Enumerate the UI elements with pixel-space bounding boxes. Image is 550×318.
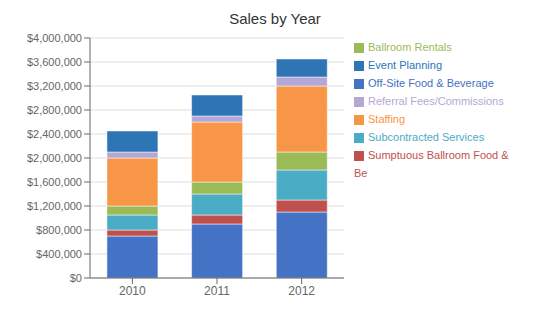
svg-text:2010: 2010 <box>119 284 146 298</box>
html-text:Ballroom Rentals: Ballroom Rentals <box>368 41 452 53</box>
html-text:Sumptuous Ballroom Food & Be: Sumptuous Ballroom Food & Be <box>354 149 509 179</box>
svg-text:$400,000: $400,000 <box>36 248 82 260</box>
svg-text:$1,200,000: $1,200,000 <box>27 200 82 212</box>
svg-text:$2,000,000: $2,000,000 <box>27 152 82 164</box>
html-text:Sales by Year: Sales by Year <box>229 10 321 27</box>
svg-text:$2,800,000: $2,800,000 <box>27 104 82 116</box>
svg-text:$0: $0 <box>70 272 82 284</box>
svg-text:$4,000,000: $4,000,000 <box>27 32 82 44</box>
svg-text:$3,200,000: $3,200,000 <box>27 80 82 92</box>
svg-text:$3,600,000: $3,600,000 <box>27 56 82 68</box>
html-text:Staffing: Staffing <box>368 113 406 125</box>
svg-text:$2,400,000: $2,400,000 <box>27 128 82 140</box>
svg-text:$800,000: $800,000 <box>36 224 82 236</box>
html-text:Off-Site Food & Beverage: Off-Site Food & Beverage <box>368 77 494 89</box>
html-text:Referral Fees/Commissions: Referral Fees/Commissions <box>368 95 504 107</box>
html-text:Subcontracted Services: Subcontracted Services <box>368 131 485 143</box>
svg-text:$1,600,000: $1,600,000 <box>27 176 82 188</box>
html-text:Event Planning: Event Planning <box>368 59 442 71</box>
svg-text:2012: 2012 <box>288 284 315 298</box>
svg-text:2011: 2011 <box>204 284 230 298</box>
